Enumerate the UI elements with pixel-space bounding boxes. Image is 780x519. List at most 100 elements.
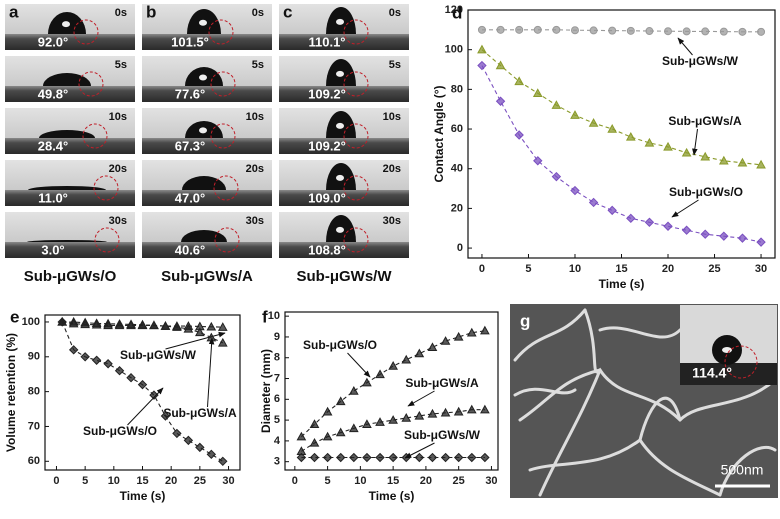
data-point — [114, 366, 125, 376]
frame-time: 10s — [246, 111, 264, 123]
droplet — [43, 73, 91, 86]
frame-time: 20s — [246, 163, 264, 175]
frame-angle: 11.0° — [38, 190, 68, 205]
data-point — [570, 110, 580, 119]
photo-frame: 0s 110.1° — [279, 4, 409, 50]
substrate — [142, 190, 272, 206]
data-point — [388, 361, 398, 370]
droplet-highlight — [199, 19, 207, 26]
data-point — [414, 452, 425, 463]
data-point — [480, 404, 490, 414]
data-point — [348, 423, 359, 433]
data-point — [183, 323, 194, 333]
angle-guide — [82, 123, 108, 149]
frame-angle: 110.1° — [308, 34, 345, 49]
data-point — [551, 100, 562, 109]
droplet — [39, 130, 95, 138]
data-point — [756, 159, 766, 169]
x-tick-label: 20 — [420, 475, 432, 487]
data-point — [440, 407, 451, 417]
panel-label: a — [9, 2, 19, 21]
sem-ridge — [528, 438, 642, 472]
data-point — [453, 406, 464, 416]
x-tick-label: 10 — [354, 475, 366, 487]
photo-frame: 10s 67.3° — [142, 108, 272, 154]
y-tick-label: 8 — [274, 352, 280, 364]
frame-time: 5s — [252, 59, 264, 71]
data-point — [401, 412, 412, 422]
frame-time: 5s — [115, 59, 127, 71]
x-tick-label: 30 — [222, 475, 234, 487]
x-tick-label: 20 — [165, 475, 177, 487]
angle-guide — [214, 227, 240, 253]
data-point — [718, 155, 729, 165]
data-point — [625, 131, 636, 141]
data-point — [681, 225, 692, 235]
data-point — [440, 336, 451, 345]
data-point — [644, 137, 655, 147]
y-tick-label: 90 — [28, 351, 40, 363]
data-point — [514, 130, 524, 140]
data-point — [137, 319, 148, 329]
x-tick-label: 5 — [325, 475, 331, 487]
data-point — [737, 157, 748, 167]
x-tick-label: 10 — [108, 475, 120, 487]
data-point — [401, 354, 412, 364]
sem-ridge — [513, 308, 587, 362]
frame-angle: 40.6° — [175, 242, 206, 257]
data-point — [217, 322, 228, 331]
frame-time: 0s — [252, 7, 264, 19]
data-point — [322, 406, 333, 416]
data-point — [496, 25, 505, 34]
droplet-highlight — [336, 174, 344, 181]
droplet — [181, 230, 227, 242]
data-point — [309, 452, 320, 463]
data-point — [626, 26, 635, 35]
data-point — [149, 320, 159, 330]
data-point — [570, 185, 580, 196]
x-axis-label: Time (s) — [599, 277, 645, 291]
plot-frame — [467, 9, 776, 259]
data-point — [466, 327, 477, 337]
droplet — [182, 176, 226, 190]
data-point — [589, 26, 598, 35]
droplet-highlight — [199, 127, 207, 134]
photo-frame: 0s 92.0° — [5, 4, 135, 50]
data-point — [681, 147, 692, 157]
data-point — [440, 452, 451, 463]
data-point — [480, 452, 490, 463]
sem-ridge — [513, 387, 577, 397]
data-point — [126, 372, 136, 383]
inset-guide — [724, 345, 758, 379]
angle-guide — [94, 227, 120, 253]
data-point — [349, 452, 359, 463]
y-tick-label: 4 — [274, 435, 281, 447]
data-point — [57, 317, 67, 327]
data-point — [466, 404, 477, 414]
angle-guide — [208, 19, 234, 45]
x-tick-label: 25 — [453, 475, 465, 487]
data-point — [218, 456, 228, 466]
data-point — [388, 452, 398, 463]
frame-angle: 77.6° — [175, 86, 206, 101]
panel-label: g — [520, 311, 530, 330]
droplet-highlight — [199, 74, 207, 81]
frame-time: 5s — [389, 59, 401, 71]
annotation-arrow — [127, 387, 164, 426]
series-line — [481, 49, 762, 166]
frame-angle: 108.8° — [308, 242, 346, 257]
frame-time: 10s — [383, 111, 401, 123]
series-annotation: Sub-μGWs/O — [669, 185, 743, 199]
x-tick-label: 0 — [292, 475, 298, 487]
angle-guide — [213, 175, 239, 201]
y-tick-label: 3 — [274, 456, 280, 468]
annotation-arrow — [347, 352, 371, 378]
y-tick-label: 6 — [274, 393, 280, 405]
photo-frame: 20s 11.0° — [5, 160, 135, 206]
photo-frame: 5s 109.2° — [279, 56, 409, 102]
droplet-highlight — [336, 70, 344, 77]
inset-highlight — [722, 347, 732, 353]
angle-guide — [73, 19, 99, 45]
data-point — [607, 205, 617, 216]
substrate — [279, 242, 409, 258]
